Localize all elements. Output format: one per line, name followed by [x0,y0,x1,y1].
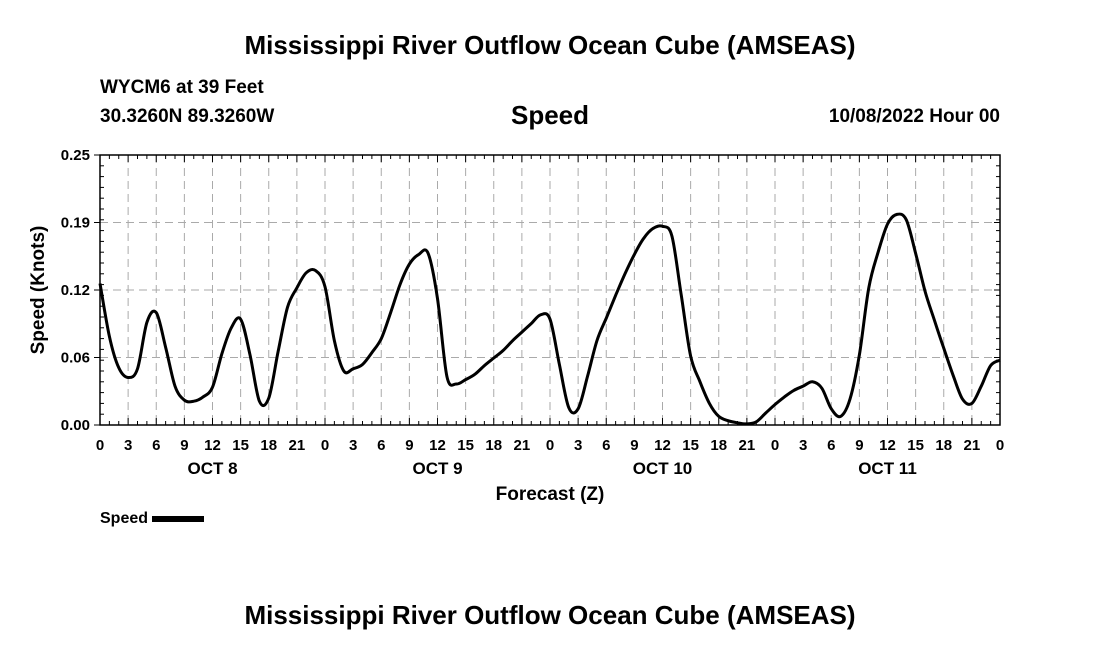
series-layer [98,212,1001,426]
x-tick-label: 12 [204,437,221,454]
x-tick-label: 21 [964,437,981,454]
x-tick-label: 18 [935,437,952,454]
legend-label: Speed [100,510,149,527]
x-tick-label: 18 [260,437,277,454]
x-tick-label: 0 [996,437,1004,454]
chart-title: Mississippi River Outflow Ocean Cube (AM… [244,30,856,60]
x-tick-label: 0 [96,437,104,454]
x-tick-label: 9 [855,437,863,454]
y-tick-label: 0.25 [61,147,90,164]
day-label: OCT 10 [633,459,693,478]
y-tick-label: 0.19 [61,215,90,232]
x-tick-label: 0 [321,437,329,454]
station-label: WYCM6 at 39 Feet [100,77,264,98]
variable-title: Speed [510,100,590,130]
speed-series-line [98,212,1001,426]
x-tick-label: 21 [514,437,531,454]
x-tick-label: 18 [710,437,727,454]
x-tick-label: 9 [405,437,413,454]
x-tick-label: 3 [574,437,582,454]
x-tick-label: 15 [232,437,249,454]
x-tick-label: 15 [682,437,699,454]
x-tick-label: 12 [654,437,671,454]
x-tick-label: 15 [907,437,924,454]
x-tick-label: 21 [289,437,306,454]
day-label: OCT 9 [412,459,462,478]
legend-line-swatch [152,516,205,522]
plot-frame [99,154,1001,426]
coordinates-label: 30.3260N 89.3260W [100,106,275,127]
legend: Speed [100,510,205,528]
x-tick-label: 9 [180,437,188,454]
y-tick-label: 0.00 [61,417,90,434]
footer-title: Mississippi River Outflow Ocean Cube (AM… [244,600,856,630]
day-label: OCT 11 [858,459,917,478]
x-tick-label: 9 [630,437,638,454]
x-tick-label: 12 [429,437,446,454]
x-tick-label: 0 [771,437,779,454]
x-tick-label: 6 [152,437,160,454]
x-tick-label: 3 [349,437,357,454]
y-tick-label: 0.06 [61,350,90,367]
x-tick-label: 3 [799,437,807,454]
x-tick-label: 6 [827,437,835,454]
y-tick-label: 0.12 [61,282,90,299]
x-tick-label: 21 [739,437,756,454]
x-axis-title: Forecast (Z) [496,484,605,505]
x-tick-label: 6 [377,437,385,454]
y-axis-title: Speed (Knots) [28,226,49,355]
grid [100,155,1000,425]
x-tick-label: 0 [546,437,554,454]
day-label: OCT 8 [187,459,237,478]
x-tick-label: 6 [602,437,610,454]
x-tick-label: 18 [485,437,502,454]
x-tick-label: 12 [879,437,896,454]
datetime-label: 10/08/2022 Hour 00 [828,106,1000,127]
x-tick-label: 15 [457,437,474,454]
axis-labels: 0 3 6 9 12 15 18 21 0 3 6 9 12 15 18 21 0 3 6 9 12 15 18 21 0 3 6 9… [61,147,1004,478]
x-tick-label: 3 [124,437,132,454]
